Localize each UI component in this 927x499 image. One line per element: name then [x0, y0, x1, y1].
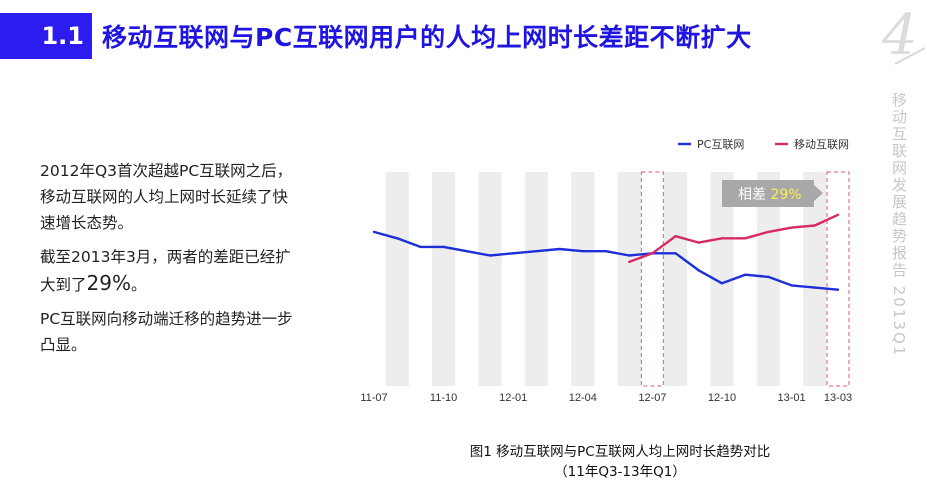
- x-tick-label: 11-07: [360, 392, 387, 404]
- x-tick-label: 12-10: [708, 392, 736, 404]
- chart-caption: 图1 移动互联网与PC互联网人均上网时长趋势对比 （11年Q3-13年Q1）: [430, 442, 810, 482]
- chart-caption-range: （11年Q3-13年Q1）: [430, 462, 810, 482]
- grid-band: [432, 172, 455, 386]
- data-point: [373, 231, 375, 233]
- data-point: [651, 252, 653, 254]
- data-point: [814, 286, 816, 288]
- data-point: [628, 261, 630, 263]
- data-point: [674, 235, 676, 237]
- grid-band: [757, 172, 780, 386]
- legend-label: 移动互联网: [794, 138, 849, 151]
- grid-band: [803, 172, 826, 386]
- x-tick-label: 12-04: [569, 392, 597, 404]
- gap-annotation: 相差 29%: [722, 180, 823, 207]
- section-number: 1.1: [0, 13, 92, 59]
- series-line-pc: [374, 232, 838, 290]
- description-paragraph-3: PC互联网向移动端迁移的趋势进一步凸显。: [40, 306, 300, 358]
- data-point: [628, 254, 630, 256]
- highlight-box-12-07: [641, 172, 663, 386]
- page-title: 移动互联网与PC互联网用户的人均上网时长差距不断扩大: [102, 18, 752, 54]
- gap-percentage: 29%: [87, 271, 131, 295]
- grid-band: [664, 172, 687, 386]
- data-point: [512, 252, 514, 254]
- data-point: [767, 231, 769, 233]
- annotation-box: [722, 180, 823, 207]
- data-point: [442, 246, 444, 248]
- data-point: [744, 274, 746, 276]
- data-point: [466, 250, 468, 252]
- grid-band: [571, 172, 594, 386]
- data-point: [790, 226, 792, 228]
- data-point: [605, 250, 607, 252]
- annotation-value: 29%: [770, 187, 801, 203]
- paragraph-2-suffix: 。: [131, 276, 147, 294]
- data-point: [674, 252, 676, 254]
- grid-band: [710, 172, 733, 386]
- data-point: [721, 282, 723, 284]
- grid-band: [525, 172, 548, 386]
- data-point: [535, 250, 537, 252]
- grid-band: [618, 172, 641, 386]
- x-tick-label: 12-01: [499, 392, 527, 404]
- x-tick-label: 13-01: [778, 392, 806, 404]
- highlight-box-13-03: [827, 172, 849, 386]
- report-side-label: 移动互联网发展趋势报告 2013Q1: [888, 92, 910, 357]
- description-paragraph-1: 2012年Q3首次超越PC互联网之后，移动互联网的人均上网时长延续了快速增长态势…: [40, 158, 300, 236]
- data-point: [651, 252, 653, 254]
- data-point: [790, 284, 792, 286]
- paragraph-2-prefix: 截至2013年3月，两者的差距已经扩大到了: [40, 248, 291, 294]
- legend-label: PC互联网: [697, 138, 744, 151]
- data-point: [744, 237, 746, 239]
- x-tick-label: 12-07: [638, 392, 666, 404]
- series-line-mobile: [629, 215, 838, 262]
- data-point: [558, 248, 560, 250]
- data-point: [419, 246, 421, 248]
- data-point: [837, 214, 839, 216]
- description-paragraph-2: 截至2013年3月，两者的差距已经扩大到了29%。: [40, 244, 300, 298]
- data-point: [698, 269, 700, 271]
- data-point: [698, 241, 700, 243]
- data-point: [767, 276, 769, 278]
- section-header: 1.1 移动互联网与PC互联网用户的人均上网时长差距不断扩大: [0, 13, 752, 59]
- x-tick-label: 13-03: [824, 392, 852, 404]
- data-point: [814, 224, 816, 226]
- data-point: [582, 250, 584, 252]
- description-text: 2012年Q3首次超越PC互联网之后，移动互联网的人均上网时长延续了快速增长态势…: [40, 158, 300, 366]
- data-point: [489, 254, 491, 256]
- data-point: [837, 289, 839, 291]
- grid-band: [478, 172, 501, 386]
- plot-area: [370, 172, 842, 386]
- data-point: [396, 237, 398, 239]
- annotation-label: 相差 29%: [738, 187, 802, 203]
- x-tick-label: 11-10: [430, 392, 457, 404]
- data-point: [721, 237, 723, 239]
- chart-caption-title: 图1 移动互联网与PC互联网人均上网时长趋势对比: [430, 442, 810, 462]
- grid-band: [386, 172, 409, 386]
